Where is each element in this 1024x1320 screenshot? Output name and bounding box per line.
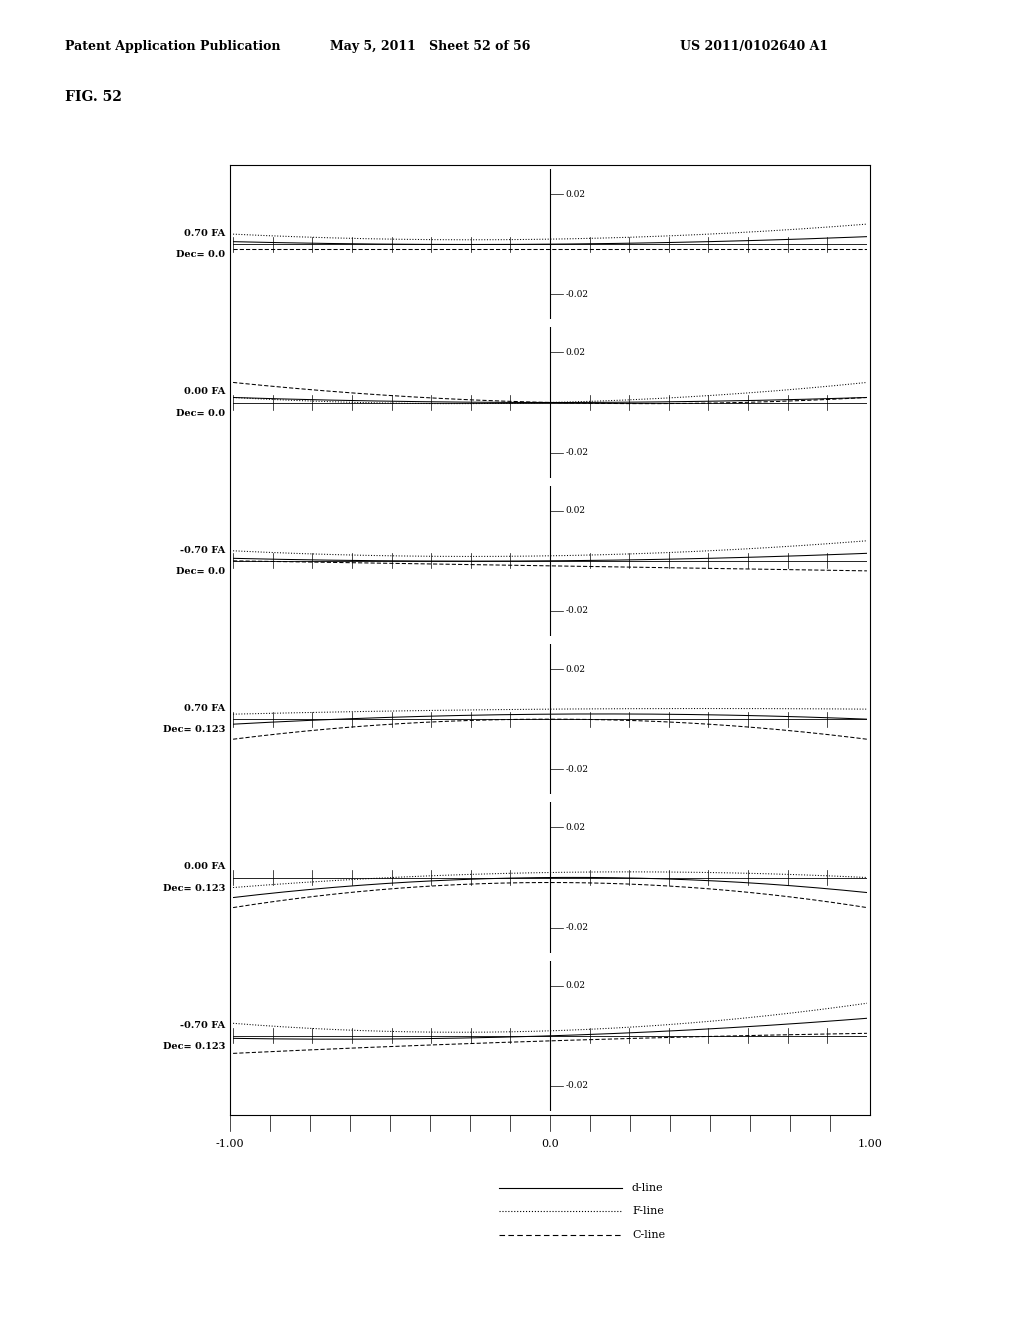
Text: 0.02: 0.02 xyxy=(566,190,586,198)
Text: 0.00 FA: 0.00 FA xyxy=(183,862,225,871)
Text: May 5, 2011   Sheet 52 of 56: May 5, 2011 Sheet 52 of 56 xyxy=(330,40,530,53)
Text: Dec= 0.123: Dec= 0.123 xyxy=(163,1041,225,1051)
Text: Dec= 0.0: Dec= 0.0 xyxy=(176,566,225,576)
Text: 0.02: 0.02 xyxy=(566,506,586,515)
Text: 0.02: 0.02 xyxy=(566,664,586,673)
Text: -0.02: -0.02 xyxy=(566,764,589,774)
Text: 1.00: 1.00 xyxy=(857,1139,883,1148)
Text: 0.02: 0.02 xyxy=(566,348,586,356)
Text: -0.70 FA: -0.70 FA xyxy=(179,545,225,554)
Text: -0.02: -0.02 xyxy=(566,606,589,615)
Text: 0.0: 0.0 xyxy=(541,1139,559,1148)
Text: Dec= 0.0: Dec= 0.0 xyxy=(176,251,225,259)
Text: -0.02: -0.02 xyxy=(566,290,589,298)
Text: 0.02: 0.02 xyxy=(566,981,586,990)
Text: US 2011/0102640 A1: US 2011/0102640 A1 xyxy=(680,40,828,53)
Text: Patent Application Publication: Patent Application Publication xyxy=(65,40,281,53)
Text: -1.00: -1.00 xyxy=(216,1139,245,1148)
Text: FIG. 52: FIG. 52 xyxy=(65,90,122,104)
Text: Dec= 0.123: Dec= 0.123 xyxy=(163,883,225,892)
Text: Dec= 0.123: Dec= 0.123 xyxy=(163,725,225,734)
Text: d-line: d-line xyxy=(632,1183,664,1192)
Text: 0.00 FA: 0.00 FA xyxy=(183,388,225,396)
Text: Dec= 0.0: Dec= 0.0 xyxy=(176,409,225,417)
Text: 0.70 FA: 0.70 FA xyxy=(183,704,225,713)
Text: F-line: F-line xyxy=(632,1206,664,1216)
Text: 0.70 FA: 0.70 FA xyxy=(183,230,225,238)
Text: C-line: C-line xyxy=(632,1230,665,1239)
Text: -0.70 FA: -0.70 FA xyxy=(179,1020,225,1030)
Text: -0.02: -0.02 xyxy=(566,923,589,932)
Text: 0.02: 0.02 xyxy=(566,822,586,832)
Text: -0.02: -0.02 xyxy=(566,1081,589,1090)
Text: -0.02: -0.02 xyxy=(566,447,589,457)
